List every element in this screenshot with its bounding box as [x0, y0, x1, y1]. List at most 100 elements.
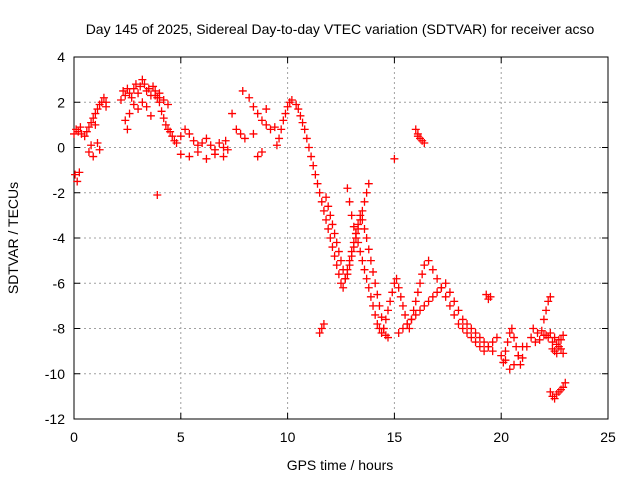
data-point	[283, 102, 292, 111]
series-0	[70, 75, 568, 374]
data-point	[313, 179, 322, 188]
data-point	[518, 342, 527, 351]
data-point	[249, 102, 258, 111]
data-point	[322, 215, 331, 224]
data-point	[413, 132, 422, 141]
data-point	[364, 179, 373, 188]
data-point	[93, 138, 102, 147]
data-point	[475, 333, 484, 342]
data-point	[159, 95, 168, 104]
x-tick-label: 10	[280, 429, 296, 445]
data-point	[383, 306, 392, 315]
data-point	[349, 243, 358, 252]
data-point	[129, 84, 138, 93]
data-point	[510, 360, 519, 369]
data-point	[371, 279, 380, 288]
data-point	[202, 154, 211, 163]
data-point	[249, 129, 258, 138]
data-point	[277, 125, 286, 134]
data-point	[531, 338, 540, 347]
y-tick-label: 0	[57, 140, 65, 156]
data-point	[287, 95, 296, 104]
data-point	[420, 138, 429, 147]
data-point	[206, 141, 215, 150]
data-point	[93, 105, 102, 114]
data-point	[360, 265, 369, 274]
data-point	[275, 134, 284, 143]
data-point	[215, 138, 224, 147]
data-point	[497, 351, 506, 360]
x-tick-label: 15	[387, 429, 403, 445]
data-point	[138, 98, 147, 107]
data-point	[168, 132, 177, 141]
data-point	[219, 143, 228, 152]
data-point	[91, 109, 100, 118]
data-point	[324, 224, 333, 233]
y-tick-label: -4	[53, 230, 66, 246]
data-point	[398, 324, 407, 333]
data-point	[471, 329, 480, 338]
data-point	[125, 109, 134, 118]
data-point	[315, 188, 324, 197]
data-point	[270, 123, 279, 132]
data-point	[307, 152, 316, 161]
data-point	[134, 89, 143, 98]
data-point	[364, 245, 373, 254]
data-point	[467, 333, 476, 342]
data-point	[347, 252, 356, 261]
data-point	[428, 265, 437, 274]
data-point	[341, 274, 350, 283]
data-points	[70, 75, 570, 403]
data-point	[319, 206, 328, 215]
data-point	[146, 111, 155, 120]
data-point	[91, 120, 100, 129]
data-point	[334, 270, 343, 279]
data-point	[131, 80, 140, 89]
data-point	[332, 238, 341, 247]
y-tick-label: -10	[45, 366, 65, 382]
data-point	[238, 86, 247, 95]
data-point	[281, 109, 290, 118]
data-point	[176, 150, 185, 159]
y-tick-label: -2	[53, 185, 66, 201]
data-point	[330, 229, 339, 238]
data-point	[326, 211, 335, 220]
data-point	[369, 301, 378, 310]
data-point	[198, 138, 207, 147]
data-point	[311, 170, 320, 179]
data-point	[129, 100, 138, 109]
data-point	[332, 261, 341, 270]
data-point	[416, 279, 425, 288]
data-point	[510, 333, 519, 342]
data-point	[537, 326, 546, 335]
data-point	[394, 283, 403, 292]
data-point	[134, 105, 143, 114]
data-point	[445, 301, 454, 310]
data-point	[507, 324, 516, 333]
data-point	[309, 161, 318, 170]
data-point	[386, 297, 395, 306]
data-point	[266, 125, 275, 134]
data-point	[232, 125, 241, 134]
data-point	[411, 297, 420, 306]
data-point	[388, 288, 397, 297]
data-point	[441, 279, 450, 288]
grid-lines	[74, 57, 608, 419]
data-point	[219, 152, 228, 161]
data-point	[542, 331, 551, 340]
data-point	[514, 351, 523, 360]
data-point	[89, 152, 98, 161]
data-point	[123, 125, 132, 134]
data-point	[371, 310, 380, 319]
data-point	[228, 109, 237, 118]
data-point	[445, 288, 454, 297]
data-point	[354, 238, 363, 247]
data-point	[328, 243, 337, 252]
data-point	[362, 188, 371, 197]
data-point	[488, 338, 497, 347]
data-point	[84, 123, 93, 132]
data-point	[121, 91, 130, 100]
data-point	[257, 148, 266, 157]
data-point	[343, 270, 352, 279]
y-tick-label: 4	[57, 49, 65, 65]
